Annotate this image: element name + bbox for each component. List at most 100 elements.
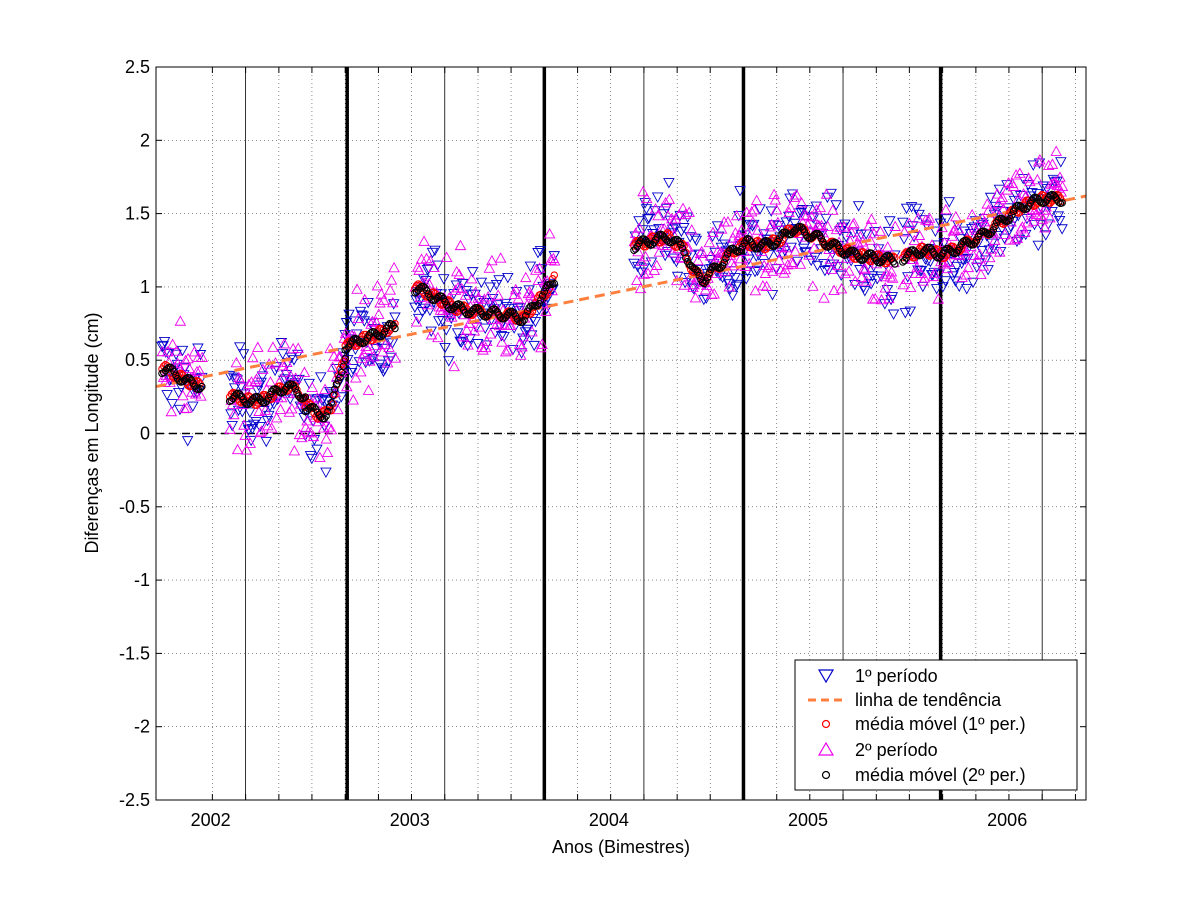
point-period-2 <box>469 286 482 297</box>
point-period-2 <box>182 352 194 364</box>
point-period-2 <box>784 201 797 212</box>
point-period-1 <box>1011 236 1023 248</box>
point-period-2 <box>1009 233 1021 245</box>
point-period-1 <box>524 261 537 273</box>
point-period-1 <box>976 246 988 257</box>
point-period-1 <box>859 286 871 297</box>
point-period-2 <box>898 225 911 237</box>
point-period-1 <box>661 247 674 258</box>
point-period-2 <box>830 223 843 235</box>
point-period-2 <box>770 204 783 215</box>
point-period-1 <box>633 216 645 227</box>
point-moving-average-2 <box>1004 217 1013 225</box>
point-period-2 <box>274 403 287 414</box>
point-period-2 <box>904 281 917 292</box>
point-moving-average-2 <box>540 287 548 296</box>
point-moving-average-2 <box>982 229 991 237</box>
point-period-2 <box>422 298 434 310</box>
point-moving-average-1 <box>252 401 261 410</box>
point-period-2 <box>473 321 486 332</box>
point-moving-average-2 <box>745 235 754 244</box>
point-period-2 <box>827 204 839 215</box>
point-period-2 <box>853 238 865 250</box>
point-period-1 <box>882 226 895 238</box>
point-moving-average-2 <box>198 382 206 391</box>
point-period-2 <box>323 421 335 432</box>
point-period-2 <box>535 341 547 353</box>
point-period-1 <box>451 328 464 339</box>
point-period-1 <box>967 277 979 289</box>
point-period-2 <box>1025 206 1037 218</box>
point-period-2 <box>255 425 268 436</box>
y-tick-label: 2 <box>140 130 150 150</box>
point-period-2 <box>361 343 374 354</box>
point-period-2 <box>450 265 463 277</box>
point-moving-average-2 <box>441 297 449 306</box>
point-period-2 <box>914 267 927 279</box>
point-period-2 <box>385 274 398 285</box>
point-period-1 <box>502 273 514 284</box>
point-period-2 <box>908 234 921 246</box>
point-period-2 <box>983 251 996 263</box>
y-tick-label: 0.5 <box>125 350 150 370</box>
point-moving-average-2 <box>742 236 750 244</box>
point-period-2 <box>901 273 913 284</box>
y-tick-label: -2 <box>134 717 150 737</box>
point-period-2 <box>193 364 206 376</box>
point-period-2 <box>460 324 473 335</box>
point-period-2 <box>284 369 297 381</box>
point-period-1 <box>315 372 327 383</box>
point-period-1 <box>852 201 865 212</box>
point-moving-average-2 <box>767 241 775 249</box>
point-period-1 <box>809 252 821 264</box>
point-period-1 <box>820 213 832 225</box>
point-period-2 <box>414 291 427 303</box>
point-period-2 <box>948 224 961 235</box>
y-tick-label: -1.5 <box>119 643 150 663</box>
point-period-1 <box>320 467 332 478</box>
point-period-2 <box>715 223 728 234</box>
point-period-2 <box>383 341 395 352</box>
point-period-2 <box>638 268 651 279</box>
point-period-1 <box>269 365 281 377</box>
point-period-2 <box>234 373 246 385</box>
point-period-1 <box>389 312 401 323</box>
point-period-2 <box>543 227 556 239</box>
point-moving-average-2 <box>163 364 171 373</box>
point-moving-average-2 <box>695 271 703 280</box>
point-moving-average-2 <box>677 240 685 249</box>
point-period-1 <box>534 246 547 257</box>
point-period-2 <box>913 229 926 240</box>
point-period-1 <box>431 260 444 271</box>
point-period-1 <box>170 349 182 361</box>
point-period-2 <box>860 275 873 286</box>
point-period-2 <box>259 404 272 415</box>
point-moving-average-2 <box>538 292 547 300</box>
point-period-2 <box>849 275 862 286</box>
point-period-2 <box>546 284 558 296</box>
point-period-1 <box>244 407 256 418</box>
point-moving-average-2 <box>891 260 899 268</box>
point-period-1 <box>260 436 273 448</box>
point-period-2 <box>960 269 972 280</box>
point-period-2 <box>1039 221 1051 233</box>
point-period-1 <box>678 223 690 234</box>
point-period-2 <box>795 197 808 208</box>
point-period-1 <box>913 209 925 221</box>
point-period-2 <box>253 405 265 416</box>
point-moving-average-2 <box>535 299 543 308</box>
point-moving-average-2 <box>325 403 334 411</box>
point-period-2 <box>1002 176 1015 188</box>
point-period-1 <box>920 220 933 231</box>
point-period-2 <box>787 258 799 269</box>
point-period-1 <box>261 415 274 427</box>
point-period-1 <box>384 336 396 347</box>
point-period-2 <box>996 191 1009 203</box>
point-period-1 <box>817 259 830 270</box>
point-moving-average-2 <box>732 247 740 255</box>
point-moving-average-2 <box>735 247 744 256</box>
point-period-1 <box>651 192 664 203</box>
point-period-1 <box>443 356 455 367</box>
point-period-2 <box>196 351 208 362</box>
point-period-2 <box>1001 184 1014 195</box>
